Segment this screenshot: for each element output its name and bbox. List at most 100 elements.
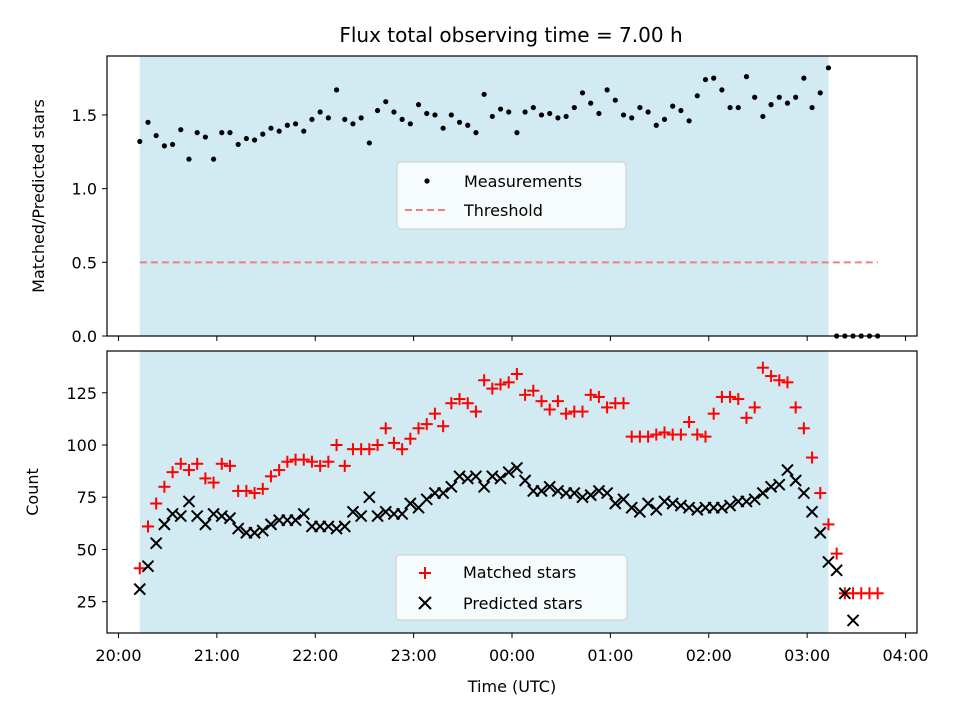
measurement-point — [637, 104, 643, 111]
predicted-star-point — [174, 509, 187, 523]
measurement-point — [235, 141, 241, 148]
measurement-point — [776, 94, 782, 100]
predicted-star-point — [584, 488, 597, 502]
legend-matched-marker — [419, 567, 431, 579]
measurement-point — [727, 104, 733, 111]
measurement-point — [383, 99, 389, 105]
matched-star-point — [519, 388, 532, 401]
predicted-star-point — [256, 524, 269, 537]
measurement-point — [612, 97, 618, 103]
matched-star-point — [166, 466, 179, 479]
matched-star-point — [256, 482, 269, 495]
measurement-point — [424, 110, 430, 117]
measurement-point — [752, 94, 758, 100]
matched-star-point — [765, 370, 778, 383]
predicted-star-point — [469, 470, 483, 483]
measurement-point — [620, 112, 627, 118]
count-y-tick-label: 50 — [77, 540, 97, 559]
matched-star-point — [437, 420, 450, 433]
measurement-point — [260, 131, 266, 137]
measurement-point — [489, 113, 495, 120]
matched-star-point — [797, 422, 810, 435]
matched-star-point — [396, 443, 409, 456]
measurement-point — [153, 132, 159, 139]
matched-star-point — [281, 455, 294, 468]
predicted-star-point — [814, 526, 827, 539]
measurement-point — [325, 115, 331, 121]
predicted-star-point — [289, 513, 302, 527]
measurement-point — [432, 112, 438, 118]
measurement-point — [399, 116, 405, 122]
predicted-star-point — [158, 518, 171, 531]
measurement-point — [497, 106, 504, 112]
predicted-star-point — [789, 474, 802, 487]
measurement-point — [530, 104, 536, 111]
measurement-point — [514, 130, 520, 136]
matched-star-point — [158, 480, 171, 493]
measurement-point — [629, 115, 635, 121]
matched-star-point — [223, 459, 236, 472]
matched-star-point — [756, 361, 769, 374]
matched-star-point — [773, 374, 786, 387]
matched-star-point — [535, 395, 548, 408]
matched-star-point — [494, 378, 507, 391]
measurement-point — [571, 104, 577, 111]
measurement-point — [456, 119, 463, 125]
measurement-point — [243, 135, 249, 142]
matched-star-point — [363, 443, 376, 456]
measurement-point — [178, 127, 184, 133]
matched-star-point — [543, 403, 556, 416]
ratio-legend-box — [396, 161, 627, 230]
count-y-tick-label: 25 — [77, 593, 97, 612]
measurement-point — [817, 90, 823, 96]
matched-star-point — [150, 497, 163, 510]
measurement-point — [333, 87, 340, 93]
time-x-tick-label: 03:00 — [784, 646, 830, 665]
matched-star-point — [576, 405, 589, 418]
count-y-tick-label: 125 — [66, 384, 97, 403]
measurement-point — [768, 102, 774, 108]
matched-star-point — [322, 455, 335, 468]
matched-star-point — [133, 562, 146, 575]
measurement-point — [711, 75, 717, 81]
measurement-point — [415, 102, 422, 108]
predicted-star-point — [354, 509, 368, 523]
predicted-star-point — [805, 505, 819, 519]
predicted-star-point — [436, 486, 450, 500]
matched-star-point — [584, 388, 597, 401]
matched-star-point — [724, 390, 737, 403]
matched-star-point — [141, 520, 154, 533]
predicted-star-point — [182, 495, 196, 508]
matched-star-point — [199, 472, 212, 485]
matched-star-point — [674, 428, 687, 441]
measurement-point — [735, 104, 741, 111]
predicted-star-point — [625, 501, 638, 514]
predicted-star-point — [264, 518, 278, 531]
measurement-point — [555, 115, 561, 121]
measurement-point — [358, 115, 364, 121]
time-x-tick-label: 23:00 — [391, 646, 437, 665]
predicted-star-point — [363, 491, 376, 504]
ratio-y-tick-label: 0.0 — [72, 327, 97, 346]
measurement-point — [793, 94, 799, 100]
matched-star-point — [830, 547, 843, 560]
matched-stars-points — [133, 361, 884, 600]
predicted-star-point — [141, 559, 155, 573]
matched-star-point — [445, 397, 458, 410]
measurement-point — [366, 140, 372, 146]
matched-star-point — [478, 374, 491, 387]
predicted-star-point — [502, 465, 515, 479]
measurement-point — [465, 122, 471, 128]
ratio-panel: 0.0 0.5 1.0 1.5 Matched/Predicted stars Mea… — [29, 55, 918, 346]
measurement-point — [604, 87, 610, 93]
matched-star-point — [527, 384, 540, 397]
measurement-point — [391, 109, 397, 115]
measurement-point — [186, 156, 192, 162]
predicted-star-point — [133, 582, 147, 596]
predicted-star-point — [371, 509, 384, 523]
predicted-star-point — [568, 486, 581, 500]
ratio-y-tick-label: 0.5 — [72, 253, 97, 272]
matched-star-point — [297, 453, 310, 466]
matched-star-point — [822, 518, 835, 531]
